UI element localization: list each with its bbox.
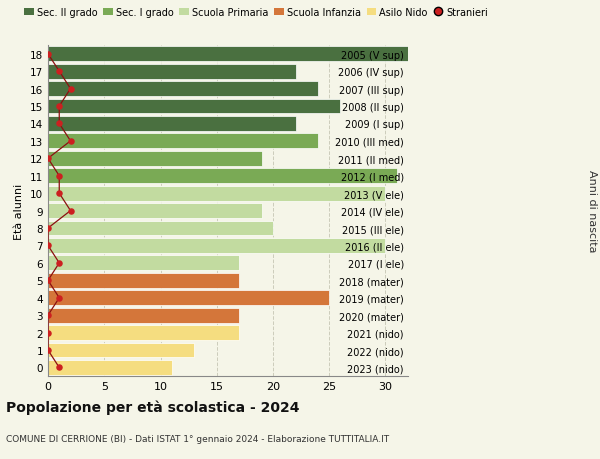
Point (43, 347, 53, 354)
Bar (48, 100, 340, 114)
Point (55, 190, 64, 197)
Point (66, 207, 76, 215)
Bar (48, 169, 397, 184)
Point (43, 277, 53, 285)
Bar (48, 325, 239, 340)
Point (43, 312, 53, 319)
Bar (48, 82, 318, 97)
Point (55, 364, 64, 371)
Point (43, 225, 53, 232)
Bar (48, 360, 172, 375)
Point (55, 121, 64, 128)
Point (55, 260, 64, 267)
Bar (48, 256, 239, 271)
Point (43, 155, 53, 162)
Bar (48, 151, 262, 166)
Bar (48, 273, 239, 288)
Point (43, 242, 53, 250)
Bar (48, 204, 262, 218)
Point (55, 103, 64, 111)
Bar (48, 239, 385, 253)
Legend: Sec. II grado, Sec. I grado, Scuola Primaria, Scuola Infanzia, Asilo Nido, Stran: Sec. II grado, Sec. I grado, Scuola Prim… (24, 8, 488, 18)
Point (55, 68, 64, 76)
Bar (48, 221, 273, 236)
Text: COMUNE DI CERRIONE (BI) - Dati ISTAT 1° gennaio 2024 - Elaborazione TUTTITALIA.I: COMUNE DI CERRIONE (BI) - Dati ISTAT 1° … (6, 434, 389, 443)
Bar (48, 134, 318, 149)
Y-axis label: Età alunni: Età alunni (14, 183, 25, 239)
Bar (48, 186, 385, 201)
Bar (48, 343, 194, 358)
Bar (48, 291, 329, 306)
Point (66, 86, 76, 93)
Text: Popolazione per età scolastica - 2024: Popolazione per età scolastica - 2024 (6, 399, 299, 414)
Bar (48, 117, 296, 132)
Bar (48, 308, 239, 323)
Point (66, 138, 76, 145)
Point (43, 329, 53, 336)
Point (55, 294, 64, 302)
Bar (48, 47, 408, 62)
Text: Anni di nascita: Anni di nascita (587, 170, 597, 252)
Point (55, 173, 64, 180)
Point (43, 51, 53, 58)
Bar (48, 65, 296, 79)
